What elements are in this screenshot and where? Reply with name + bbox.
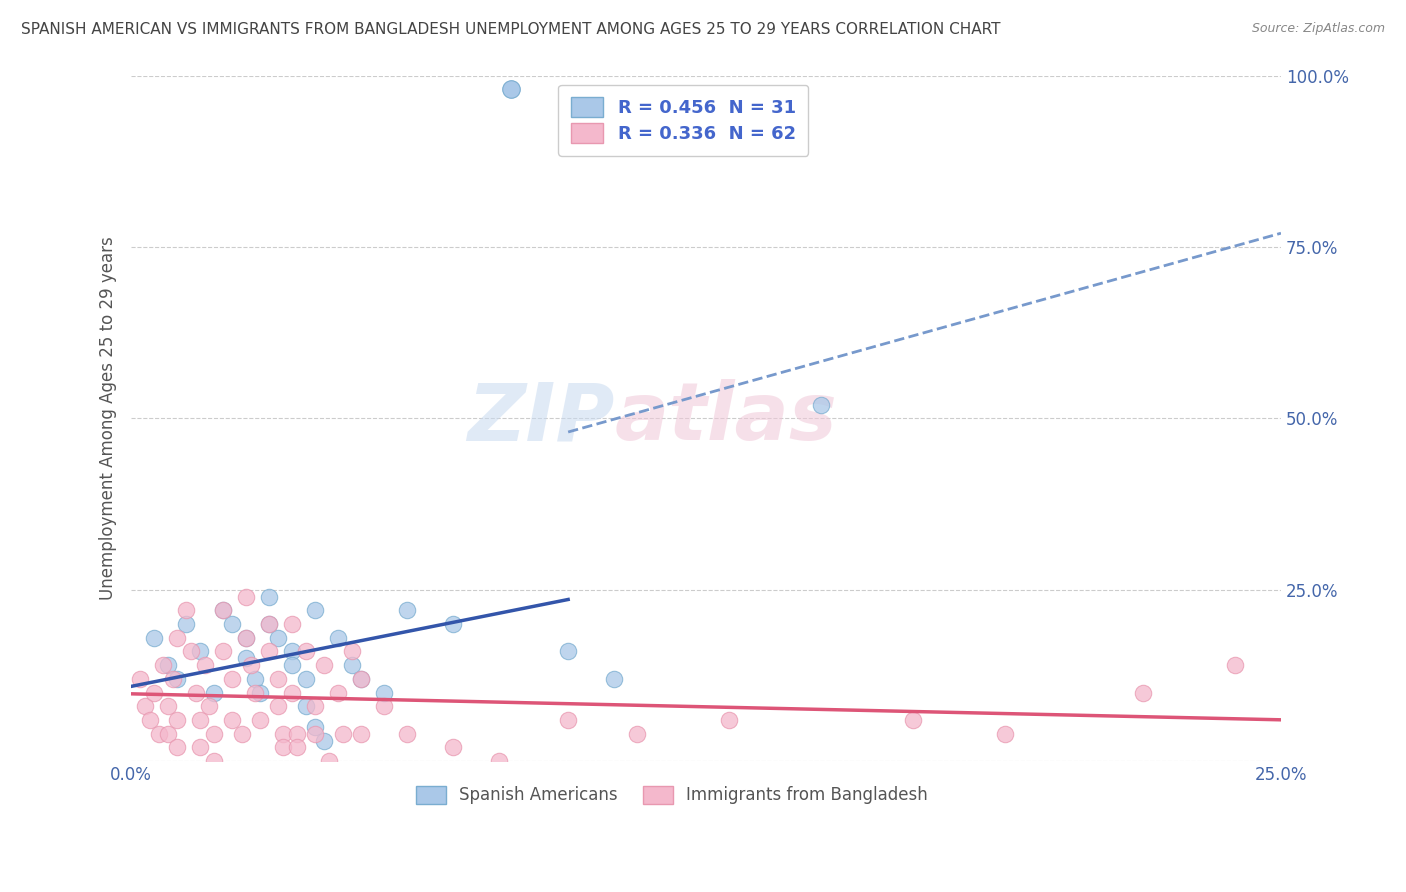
Point: [212, 603, 235, 617]
Point: [373, 699, 395, 714]
Point: [152, 658, 174, 673]
Point: [340, 644, 363, 658]
Point: [212, 603, 235, 617]
Point: [176, 603, 198, 617]
Point: [212, 644, 235, 658]
Point: [304, 720, 326, 734]
Y-axis label: Unemployment Among Ages 25 to 29 years: Unemployment Among Ages 25 to 29 years: [100, 236, 117, 600]
Point: [157, 726, 180, 740]
Point: [194, 658, 217, 673]
Point: [188, 740, 211, 755]
Point: [281, 617, 304, 632]
Point: [350, 672, 373, 686]
Point: [810, 398, 832, 412]
Point: [231, 726, 253, 740]
Point: [188, 644, 211, 658]
Point: [557, 713, 579, 727]
Text: SPANISH AMERICAN VS IMMIGRANTS FROM BANGLADESH UNEMPLOYMENT AMONG AGES 25 TO 29 : SPANISH AMERICAN VS IMMIGRANTS FROM BANG…: [21, 22, 1001, 37]
Point: [129, 672, 152, 686]
Point: [221, 672, 243, 686]
Point: [271, 726, 294, 740]
Point: [304, 726, 326, 740]
Point: [626, 726, 648, 740]
Point: [396, 603, 419, 617]
Point: [901, 713, 924, 727]
Point: [166, 713, 188, 727]
Point: [281, 658, 304, 673]
Point: [166, 631, 188, 645]
Point: [235, 631, 257, 645]
Point: [249, 685, 271, 699]
Point: [994, 726, 1017, 740]
Point: [267, 672, 290, 686]
Point: [603, 672, 626, 686]
Point: [221, 713, 243, 727]
Point: [162, 672, 184, 686]
Point: [295, 672, 318, 686]
Point: [314, 658, 336, 673]
Point: [257, 644, 280, 658]
Point: [157, 658, 180, 673]
Point: [257, 590, 280, 604]
Point: [314, 733, 336, 747]
Point: [328, 685, 350, 699]
Point: [271, 740, 294, 755]
Point: [157, 699, 180, 714]
Point: [1132, 685, 1154, 699]
Point: [245, 685, 267, 699]
Point: [176, 617, 198, 632]
Point: [166, 740, 188, 755]
Point: [267, 631, 290, 645]
Point: [304, 603, 326, 617]
Point: [304, 699, 326, 714]
Point: [221, 617, 243, 632]
Point: [295, 644, 318, 658]
Point: [202, 685, 225, 699]
Point: [332, 726, 354, 740]
Point: [267, 699, 290, 714]
Point: [235, 590, 257, 604]
Point: [441, 740, 464, 755]
Point: [184, 685, 207, 699]
Point: [373, 685, 395, 699]
Point: [281, 685, 304, 699]
Text: atlas: atlas: [614, 379, 837, 458]
Point: [148, 726, 170, 740]
Point: [188, 713, 211, 727]
Point: [285, 726, 308, 740]
Point: [295, 699, 318, 714]
Point: [285, 740, 308, 755]
Text: ZIP: ZIP: [467, 379, 614, 458]
Point: [257, 617, 280, 632]
Point: [350, 672, 373, 686]
Point: [235, 631, 257, 645]
Text: Source: ZipAtlas.com: Source: ZipAtlas.com: [1251, 22, 1385, 36]
Point: [202, 754, 225, 768]
Point: [138, 713, 160, 727]
Point: [441, 617, 464, 632]
Point: [180, 644, 202, 658]
Point: [143, 631, 166, 645]
Legend: Spanish Americans, Immigrants from Bangladesh: Spanish Americans, Immigrants from Bangl…: [405, 776, 938, 814]
Point: [318, 754, 340, 768]
Point: [718, 713, 741, 727]
Point: [350, 726, 373, 740]
Point: [245, 672, 267, 686]
Point: [166, 672, 188, 686]
Point: [202, 726, 225, 740]
Point: [134, 699, 156, 714]
Point: [557, 644, 579, 658]
Point: [239, 658, 262, 673]
Point: [488, 754, 510, 768]
Point: [143, 685, 166, 699]
Point: [198, 699, 221, 714]
Point: [340, 658, 363, 673]
Point: [328, 631, 350, 645]
Point: [396, 726, 419, 740]
Point: [281, 644, 304, 658]
Point: [235, 651, 257, 665]
Point: [1223, 658, 1246, 673]
Point: [249, 713, 271, 727]
Point: [257, 617, 280, 632]
